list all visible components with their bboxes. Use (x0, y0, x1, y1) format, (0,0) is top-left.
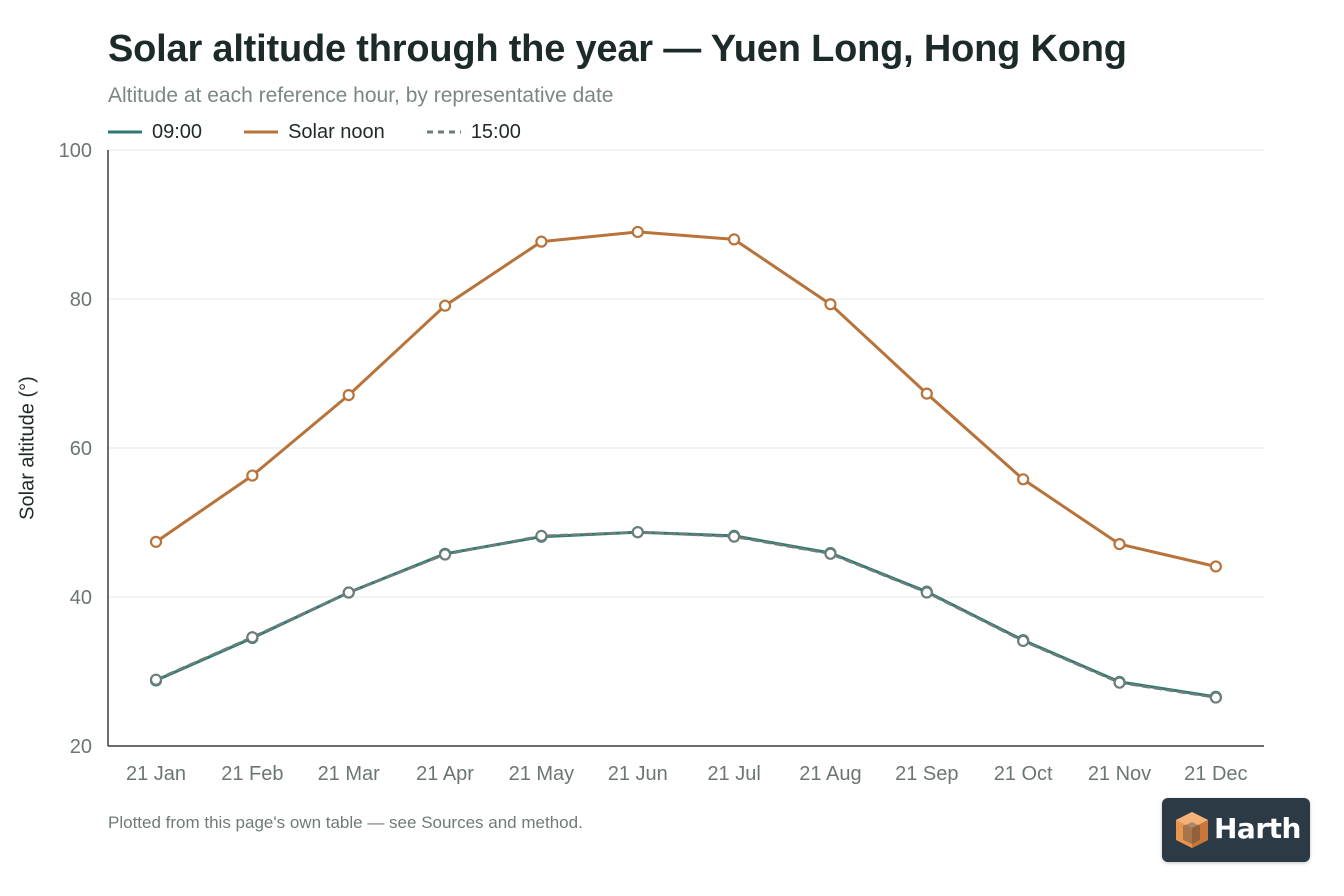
data-point (727, 530, 741, 543)
data-point (1113, 676, 1126, 689)
x-tick-label: 21 Apr (416, 763, 474, 785)
y-tick-label-20: 20 (70, 736, 92, 758)
data-point (342, 586, 355, 599)
series-line-15-00 (154, 530, 1218, 699)
data-point (246, 469, 259, 482)
x-tick-label: 21 Jun (608, 763, 668, 785)
data-point (727, 233, 741, 246)
legend-item-noon: Solar noon (244, 121, 385, 144)
legend-label-morning: 09:00 (152, 120, 203, 143)
data-point (149, 535, 163, 548)
series-line-09-00 (154, 530, 1218, 699)
x-tick-label: 21 Oct (994, 763, 1053, 785)
x-tick-label: 21 Mar (318, 763, 381, 785)
series-line-solar-noon (154, 230, 1218, 568)
data-point (1209, 560, 1222, 573)
data-point (1209, 691, 1222, 704)
data-point (631, 225, 644, 239)
data-point (824, 298, 837, 311)
legend-item-afternoon: 15:00 (426, 120, 521, 144)
data-point (1017, 473, 1030, 486)
x-tick-label: 21 Sep (895, 763, 958, 785)
harth-logo-icon (1176, 812, 1208, 848)
data-point (246, 631, 259, 644)
data-point (824, 547, 837, 560)
brand-name: Harth (1214, 812, 1301, 845)
data-point (535, 235, 548, 248)
y-tick-label-100: 100 (59, 140, 92, 162)
chart-subtitle: Altitude at each reference hour, by repr… (108, 84, 614, 107)
data-point (438, 299, 452, 312)
data-point (1113, 538, 1126, 551)
x-tick-label: 21 Nov (1088, 763, 1151, 785)
x-tick-label: 21 Feb (221, 763, 283, 785)
y-tick-label-60: 60 (70, 438, 92, 460)
legend-swatch-noon (244, 130, 279, 134)
data-point (535, 529, 548, 543)
x-tick-label: 21 Dec (1184, 763, 1247, 785)
data-point (920, 387, 933, 400)
legend-swatch-afternoon (426, 130, 461, 134)
x-tick-label: 21 Jul (707, 763, 760, 785)
data-point (149, 673, 163, 686)
brand-logo: Harth (1162, 798, 1310, 862)
legend-label-noon: Solar noon (288, 120, 385, 143)
x-tick-label: 21 May (509, 763, 575, 785)
source-footnote: Plotted from this page's own table — see… (108, 813, 583, 832)
chart-legend: 09:00 Solar noon 15:00 (108, 119, 563, 145)
data-point (1017, 634, 1030, 648)
chart-title: Solar altitude through the year — Yuen L… (108, 28, 1127, 70)
data-point (342, 389, 355, 402)
y-tick-label-80: 80 (70, 289, 92, 311)
legend-swatch-morning (108, 130, 142, 134)
x-tick-label: 21 Jan (126, 763, 186, 785)
data-point (438, 548, 452, 561)
x-tick-label: 21 Aug (799, 763, 861, 785)
legend-label-afternoon: 15:00 (470, 120, 521, 143)
data-point (631, 526, 644, 539)
data-point (920, 586, 933, 599)
y-tick-label-40: 40 (70, 587, 92, 609)
y-axis-label: Solar altitude (°) (16, 376, 39, 520)
legend-item-morning: 09:00 (108, 121, 202, 144)
